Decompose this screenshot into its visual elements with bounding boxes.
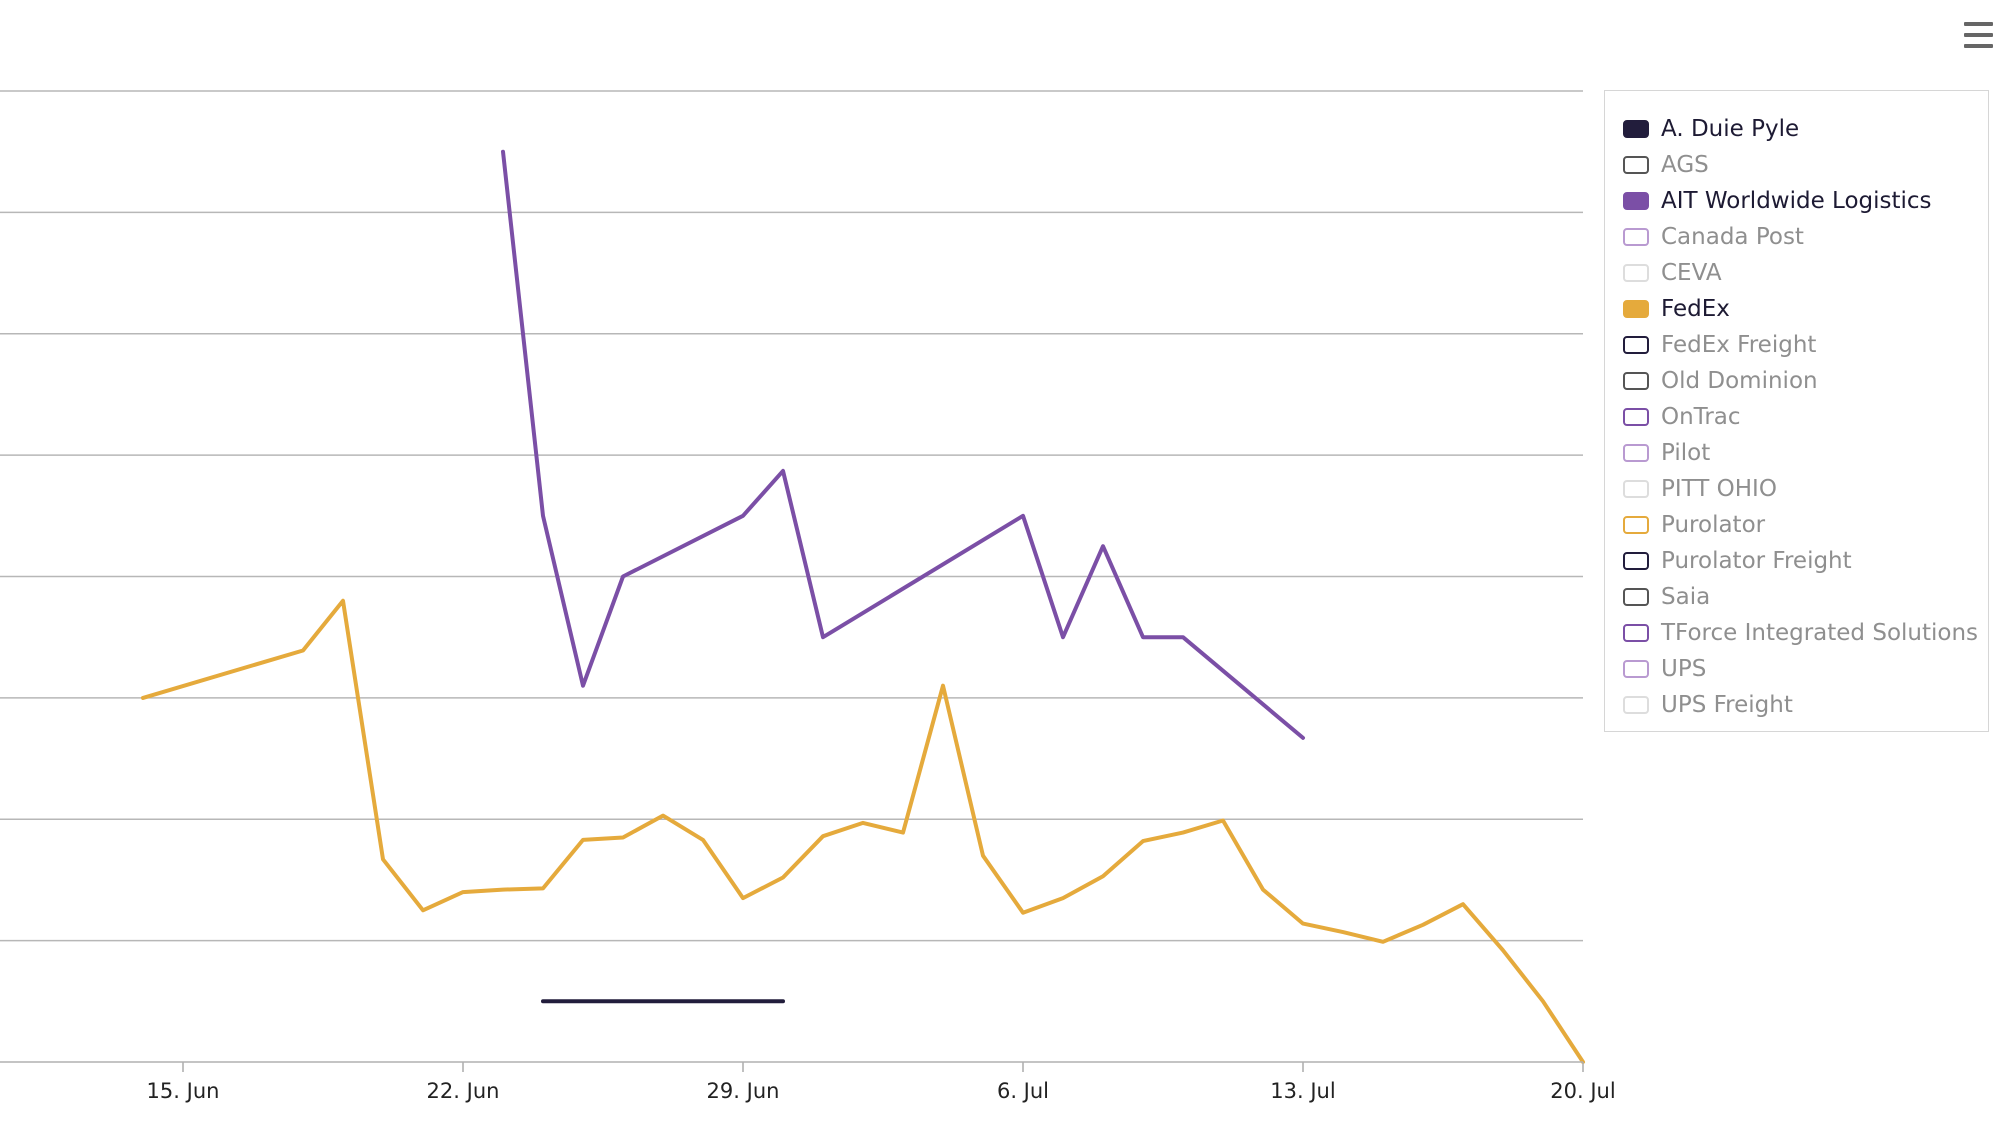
legend-item[interactable]: UPS — [1605, 651, 1988, 687]
legend-label: Canada Post — [1661, 224, 1804, 250]
legend-item[interactable]: Old Dominion — [1605, 363, 1988, 399]
legend-swatch — [1623, 588, 1649, 606]
legend-swatch — [1623, 120, 1649, 138]
chart-legend: A. Duie Pyle AGS AIT Worldwide Logistics Ca… — [1604, 90, 1989, 732]
legend-label: UPS Freight — [1661, 692, 1793, 718]
grid-lines — [0, 90, 1583, 942]
x-tick-label: 15. Jun — [147, 1079, 220, 1103]
legend-label: CEVA — [1661, 260, 1722, 286]
legend-swatch — [1623, 552, 1649, 570]
legend-item[interactable]: Saia — [1605, 579, 1988, 615]
series-lines — [141, 149, 1585, 1064]
legend-item[interactable]: FedEx Freight — [1605, 327, 1988, 363]
legend-swatch — [1623, 300, 1649, 318]
hamburger-menu-icon[interactable] — [1958, 18, 2000, 52]
legend-item[interactable]: PITT OHIO — [1605, 471, 1988, 507]
series-line-ait-worldwide-logistics — [501, 149, 1305, 740]
x-tick-label: 13. Jul — [1270, 1079, 1335, 1103]
legend-item[interactable]: OnTrac — [1605, 399, 1988, 435]
legend-item[interactable]: Purolator — [1605, 507, 1988, 543]
legend-swatch — [1623, 372, 1649, 390]
legend-swatch — [1623, 264, 1649, 282]
legend-swatch — [1623, 228, 1649, 246]
legend-label: Pilot — [1661, 440, 1711, 466]
legend-item[interactable]: FedEx — [1605, 291, 1988, 327]
legend-swatch — [1623, 192, 1649, 210]
legend-swatch — [1623, 336, 1649, 354]
legend-label: Purolator Freight — [1661, 548, 1852, 574]
legend-item[interactable]: Pilot — [1605, 435, 1988, 471]
legend-item[interactable]: UPS Freight — [1605, 687, 1988, 723]
legend-swatch — [1623, 696, 1649, 714]
x-axis: 15. Jun 22. Jun 29. Jun 6. Jul 13. Jul 20. Ju… — [0, 1061, 1616, 1103]
legend-swatch — [1623, 444, 1649, 462]
legend-swatch — [1623, 660, 1649, 678]
x-tick-label: 29. Jun — [707, 1079, 780, 1103]
legend-swatch — [1623, 624, 1649, 642]
legend-item[interactable]: AIT Worldwide Logistics — [1605, 183, 1988, 219]
menu-bar — [1964, 44, 1993, 48]
legend-item[interactable]: TForce Integrated Solutions — [1605, 615, 1988, 651]
legend-label: Old Dominion — [1661, 368, 1818, 394]
legend-label: UPS — [1661, 656, 1707, 682]
legend-item[interactable]: Purolator Freight — [1605, 543, 1988, 579]
legend-label: Purolator — [1661, 512, 1766, 538]
legend-label: AGS — [1661, 152, 1709, 178]
legend-label: PITT OHIO — [1661, 476, 1777, 502]
legend-label: FedEx Freight — [1661, 332, 1817, 358]
menu-bar — [1964, 33, 1993, 37]
legend-item[interactable]: AGS — [1605, 147, 1988, 183]
legend-swatch — [1623, 156, 1649, 174]
x-tick-label: 20. Jul — [1550, 1079, 1615, 1103]
legend-label: A. Duie Pyle — [1661, 116, 1800, 142]
legend-item[interactable]: Canada Post — [1605, 219, 1988, 255]
legend-label: OnTrac — [1661, 404, 1741, 430]
legend-label: Saia — [1661, 584, 1711, 610]
legend-swatch — [1623, 480, 1649, 498]
legend-swatch — [1623, 516, 1649, 534]
legend-swatch — [1623, 408, 1649, 426]
legend-label: AIT Worldwide Logistics — [1661, 188, 1932, 214]
legend-label: FedEx — [1661, 296, 1730, 322]
menu-bar — [1964, 22, 1993, 26]
legend-label: TForce Integrated Solutions — [1661, 620, 1979, 646]
legend-item[interactable]: CEVA — [1605, 255, 1988, 291]
x-tick-label: 22. Jun — [427, 1079, 500, 1103]
legend-item[interactable]: A. Duie Pyle — [1605, 111, 1988, 147]
series-line-fedex — [141, 598, 1585, 1064]
x-tick-label: 6. Jul — [997, 1079, 1049, 1103]
